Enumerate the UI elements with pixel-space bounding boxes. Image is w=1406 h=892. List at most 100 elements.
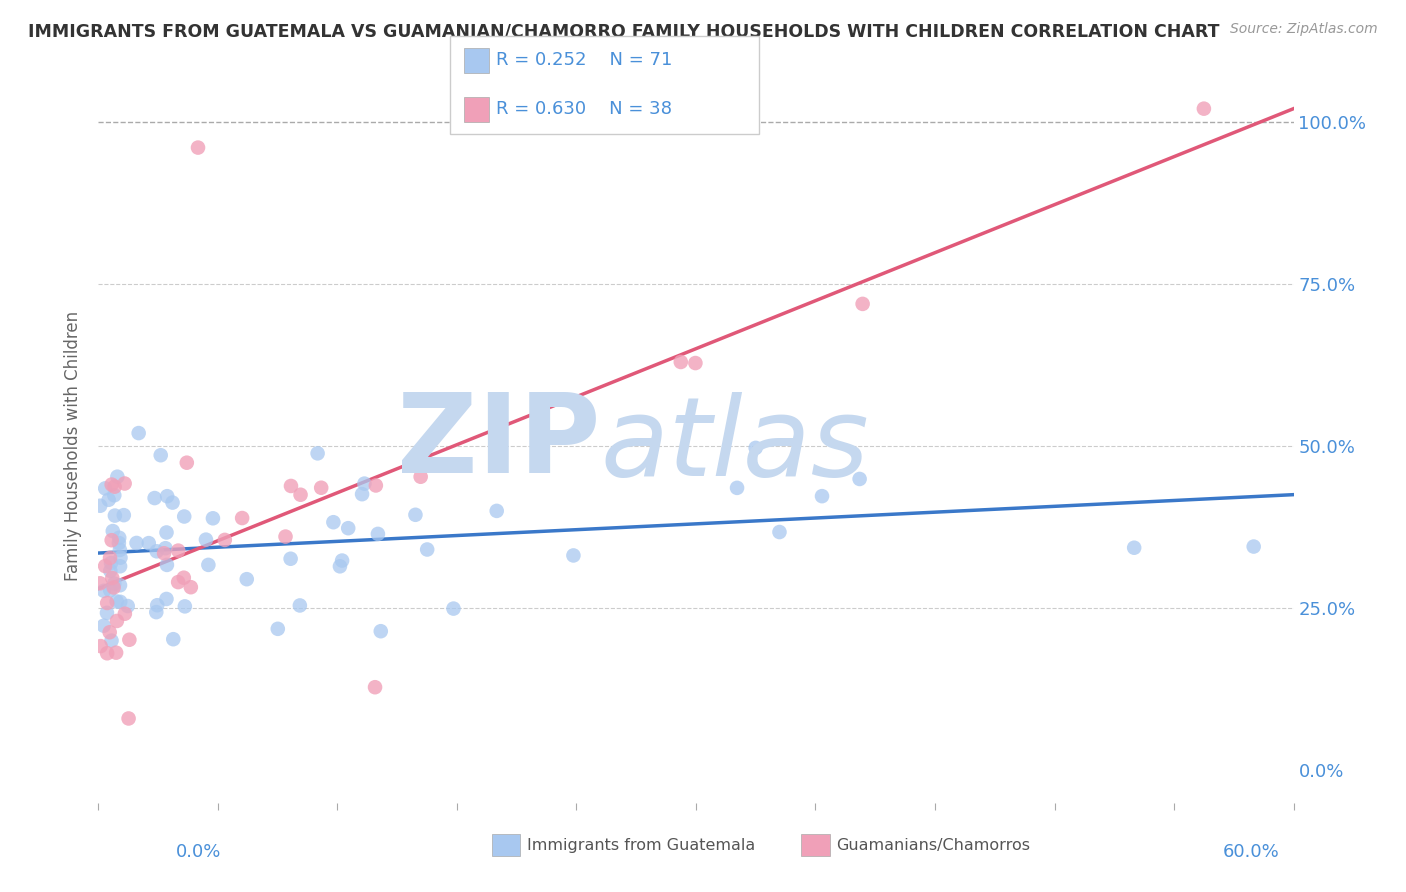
Point [100, 633, 122, 648]
Text: Guamanians/Chamorros: Guamanians/Chamorros [837, 838, 1031, 853]
Point [353, 476, 375, 491]
Point [117, 711, 139, 725]
Point [128, 426, 150, 441]
Point [108, 536, 131, 550]
Point [162, 495, 184, 509]
Point [125, 536, 148, 550]
Point [744, 441, 766, 455]
Point [105, 594, 128, 608]
Point [197, 558, 219, 572]
Point [329, 559, 352, 574]
Point [370, 624, 392, 639]
Y-axis label: Family Households with Children: Family Households with Children [65, 311, 83, 581]
Point [117, 599, 139, 613]
Point [98, 583, 121, 598]
Point [852, 297, 875, 311]
Point [100, 533, 122, 548]
Point [173, 509, 195, 524]
Text: R = 0.630    N = 38: R = 0.630 N = 38 [496, 100, 672, 119]
Point [89, 576, 111, 591]
Point [110, 550, 132, 565]
Point [108, 543, 131, 558]
Point [267, 622, 290, 636]
Point [108, 531, 131, 545]
Point [201, 511, 224, 525]
Point [290, 488, 312, 502]
Point [98, 625, 121, 640]
Point [114, 476, 136, 491]
Point [104, 480, 127, 494]
Point [1192, 102, 1215, 116]
Point [97, 492, 120, 507]
Point [352, 487, 374, 501]
Point [309, 481, 332, 495]
Point [848, 472, 870, 486]
Point [274, 530, 297, 544]
Point [100, 556, 122, 570]
Point [100, 477, 122, 491]
Point [156, 489, 179, 503]
Point [94, 559, 117, 574]
Point [108, 595, 131, 609]
Point [105, 646, 128, 660]
Point [98, 550, 121, 565]
Point [103, 581, 125, 595]
Point [155, 591, 177, 606]
Point [167, 575, 190, 590]
Point [114, 607, 136, 621]
Point [194, 533, 217, 547]
Point [725, 481, 748, 495]
Point [367, 527, 389, 541]
Point [180, 580, 202, 594]
Point [187, 140, 209, 154]
Point [145, 544, 167, 558]
Text: IMMIGRANTS FROM GUATEMALA VS GUAMANIAN/CHAMORRO FAMILY HOUSEHOLDS WITH CHILDREN : IMMIGRANTS FROM GUATEMALA VS GUAMANIAN/C… [28, 22, 1219, 40]
Point [138, 536, 160, 550]
Point [485, 504, 508, 518]
Point [156, 558, 179, 572]
Point [330, 553, 353, 567]
Point [443, 601, 465, 615]
Text: Source: ZipAtlas.com: Source: ZipAtlas.com [1230, 22, 1378, 37]
Point [404, 508, 426, 522]
Point [105, 469, 128, 483]
Text: atlas: atlas [600, 392, 869, 500]
Point [426, 458, 449, 473]
Text: ZIP: ZIP [396, 389, 600, 496]
Point [409, 469, 432, 483]
Text: Immigrants from Guatemala: Immigrants from Guatemala [527, 838, 755, 853]
Point [94, 481, 117, 495]
Point [280, 479, 302, 493]
Point [103, 576, 125, 591]
Point [811, 489, 834, 503]
Point [93, 583, 115, 598]
Point [364, 680, 387, 694]
Point [167, 543, 190, 558]
Point [105, 614, 128, 628]
Point [153, 546, 176, 560]
Point [337, 521, 360, 535]
Point [416, 542, 439, 557]
Point [96, 596, 118, 610]
Point [231, 511, 253, 525]
Point [96, 646, 118, 660]
Point [118, 632, 141, 647]
Point [104, 508, 127, 523]
Text: 60.0%: 60.0% [1223, 843, 1279, 861]
Point [143, 491, 166, 505]
Point [108, 559, 131, 574]
Point [101, 571, 124, 585]
Point [103, 488, 125, 502]
Point [155, 525, 177, 540]
Point [96, 606, 118, 620]
Point [146, 599, 169, 613]
Point [288, 599, 311, 613]
Point [98, 564, 121, 578]
Text: 0.0%: 0.0% [176, 843, 221, 861]
Point [1123, 541, 1146, 555]
Point [173, 571, 195, 585]
Point [93, 618, 115, 632]
Point [155, 541, 177, 556]
Point [112, 508, 135, 523]
Point [162, 632, 184, 647]
